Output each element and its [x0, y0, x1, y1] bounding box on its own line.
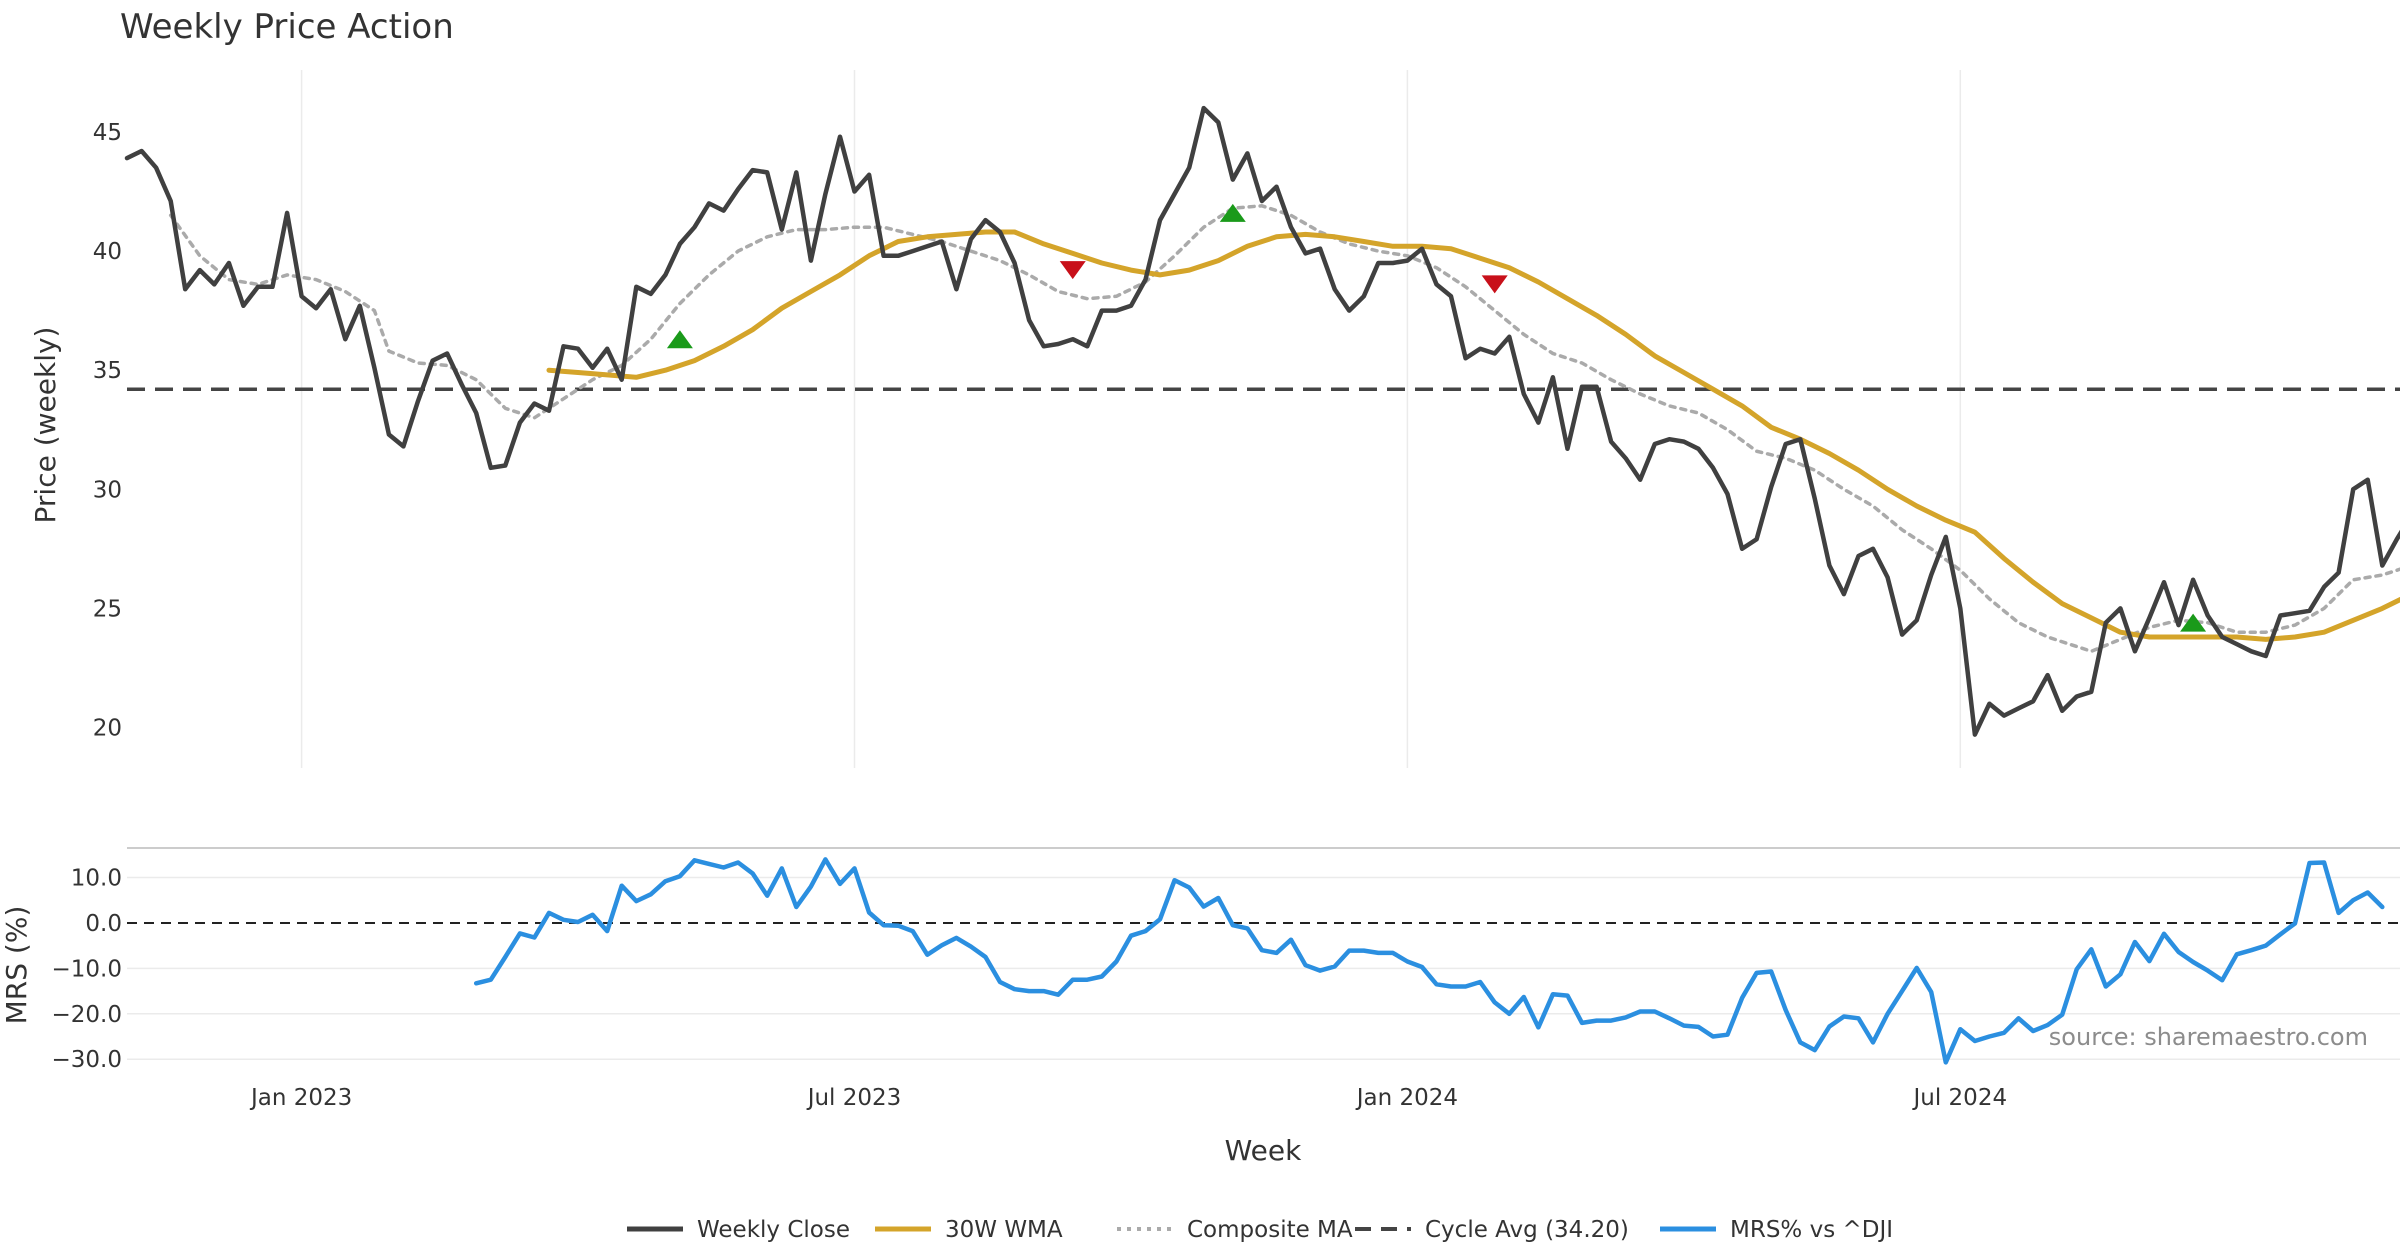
legend-label: Composite MA	[1187, 1217, 1353, 1243]
price-y-tick-label: 25	[93, 596, 122, 622]
mrs-y-tick-label: −10.0	[52, 956, 122, 982]
mrs-line	[473, 857, 2385, 1065]
wma-30w-line	[546, 229, 2400, 642]
x-tick-label: Jan 2024	[1355, 1085, 1458, 1111]
price-y-tick-label: 40	[93, 239, 122, 265]
legend-label: Weekly Close	[697, 1217, 850, 1243]
mrs-y-tick-label: 0.0	[85, 911, 122, 937]
x-tick-label: Jul 2024	[1911, 1085, 2007, 1111]
price-y-tick-label: 20	[93, 716, 122, 742]
mrs-panel-grid	[127, 847, 2400, 1060]
x-axis-label: Week	[1225, 1134, 1302, 1167]
source-annotation: source: sharemaestro.com	[2049, 1023, 2368, 1051]
price-y-tick-label: 35	[93, 358, 122, 384]
price-y-tick-label: 45	[93, 120, 122, 146]
price-y-tick-label: 30	[93, 477, 122, 503]
buy-signal-marker	[666, 330, 693, 349]
x-tick-label: Jan 2023	[249, 1085, 352, 1111]
buy-signal-marker	[2180, 613, 2207, 632]
price-panel-grid	[300, 70, 1962, 768]
mrs-y-tick-label: −20.0	[52, 1002, 122, 1028]
composite-ma-line	[168, 204, 2400, 654]
mrs-y-axis-ticks: 10.0 0.0 −10.0 −20.0 −30.0	[52, 866, 122, 1074]
buy-signal-marker	[1219, 203, 1246, 222]
x-tick-label: Jul 2023	[806, 1085, 902, 1111]
price-panel-series	[124, 105, 2400, 737]
price-y-axis-label: Price (weekly)	[29, 327, 62, 524]
legend-label: 30W WMA	[945, 1217, 1063, 1243]
legend-label: MRS% vs ^DJI	[1730, 1217, 1893, 1243]
chart-title: Weekly Price Action	[120, 7, 454, 47]
legend-label: Cycle Avg (34.20)	[1425, 1217, 1629, 1243]
mrs-y-tick-label: −30.0	[52, 1047, 122, 1073]
mrs-panel-series	[473, 857, 2385, 1065]
weekly-close-line	[124, 105, 2400, 737]
sell-signal-marker	[1481, 275, 1508, 294]
chart-legend: Weekly Close 30W WMA Composite MA Cycle Avg…	[627, 1217, 1893, 1243]
mrs-y-axis-label: MRS (%)	[0, 906, 33, 1025]
mrs-y-tick-label: 10.0	[71, 866, 122, 892]
sell-signal-marker	[1059, 261, 1086, 280]
price-y-axis-ticks: 20 25 30 35 40 45	[93, 120, 122, 742]
signal-markers	[666, 203, 2207, 632]
